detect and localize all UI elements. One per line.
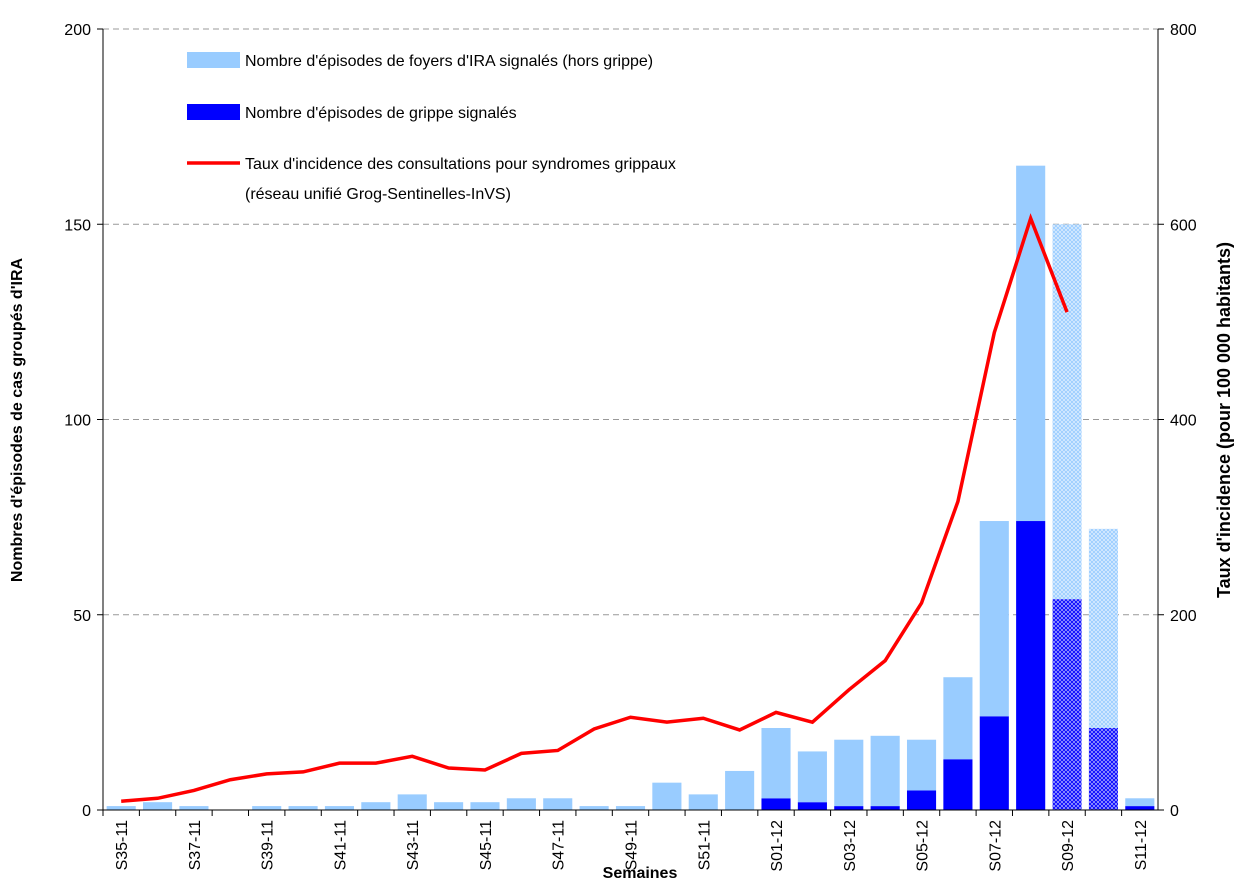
bar [943,759,973,810]
bar [470,802,500,810]
bar [615,806,646,810]
bar [106,806,136,810]
bar [1125,806,1155,810]
x-tick-label: S51-11 [696,820,713,871]
legend-label: Taux d'incidence des consultations pour … [245,156,676,203]
y-tick-label: 100 [64,413,91,430]
bar [252,806,282,810]
bar [1052,599,1082,810]
bar [761,727,791,799]
y-tick-label: 0 [82,803,91,820]
x-tick-label: S07-12 [987,820,1004,872]
bar [797,802,827,810]
bar [1016,521,1046,810]
y2-tick-label: 600 [1170,217,1197,234]
legend-swatch [187,52,240,68]
bar [1125,798,1155,807]
y-tick-label: 150 [64,217,91,234]
y-axis-label: Nombres d'épisodes de cas groupés d'IRA [9,257,26,582]
y-tick-label: 50 [73,608,91,625]
x-tick-label: S11-12 [1133,820,1150,871]
bar [361,802,391,810]
bar [434,802,464,810]
bar [324,806,355,810]
bar [543,798,573,810]
y2-axis-label: Taux d'incidence (pour 100 000 habitants… [1214,242,1234,598]
x-tick-label: S01-12 [769,820,786,872]
bar [688,794,718,810]
x-tick-label: S35-11 [114,820,131,871]
y2-tick-label: 200 [1170,608,1197,625]
x-tick-label: S37-11 [187,820,204,871]
bar [143,802,173,810]
x-tick-label: S03-12 [842,820,859,872]
bar [797,751,827,803]
x-tick-label: S09-12 [1060,820,1077,872]
bar [652,782,682,810]
bar [834,739,864,807]
y2-tick-label: 800 [1170,22,1197,39]
legend-swatch [187,104,240,120]
bar [1088,528,1118,728]
bar [506,798,536,810]
bar [579,806,609,810]
bar [870,735,900,807]
x-tick-label: S43-11 [405,820,422,871]
bar [906,739,937,791]
x-axis-label: Semaines [603,865,678,882]
y-tick-label: 200 [64,22,91,39]
bar [906,790,937,810]
x-tick-label: S49-11 [624,820,641,871]
x-tick-label: S45-11 [478,820,495,871]
bar [943,677,973,760]
bar [870,806,900,810]
bar [1016,165,1046,522]
bar [761,798,791,810]
bar [179,806,209,810]
bar [834,806,864,810]
bar [288,806,318,810]
x-tick-label: S05-12 [915,820,932,872]
y2-tick-label: 0 [1170,803,1179,820]
bar [1052,224,1082,600]
bar [979,521,1009,717]
x-tick-label: S39-11 [260,820,277,871]
line [121,213,1069,803]
legend-label: Nombre d'épisodes de foyers d'IRA signal… [245,53,653,70]
y2-tick-label: 400 [1170,413,1197,430]
legend-label: Nombre d'épisodes de grippe signalés [245,105,517,122]
bar [725,770,755,810]
x-tick-label: S47-11 [551,820,568,871]
x-tick-label: S41-11 [332,820,349,871]
bar [397,794,427,810]
bar [979,716,1009,810]
bar [1088,727,1118,810]
